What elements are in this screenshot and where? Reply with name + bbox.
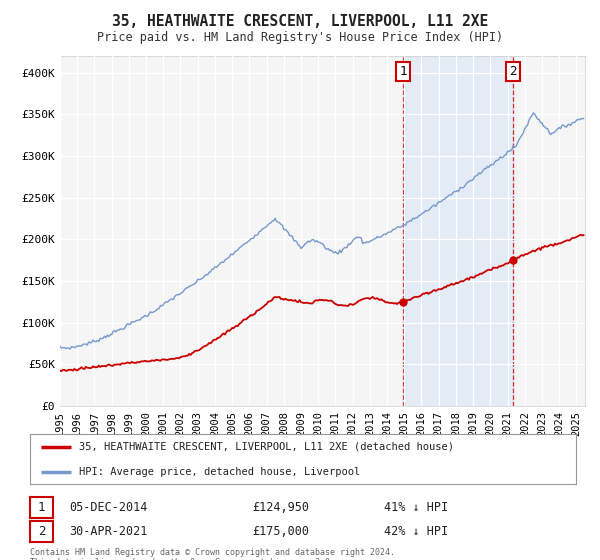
- Text: 35, HEATHWAITE CRESCENT, LIVERPOOL, L11 2XE (detached house): 35, HEATHWAITE CRESCENT, LIVERPOOL, L11 …: [79, 442, 454, 451]
- Text: 30-APR-2021: 30-APR-2021: [69, 525, 148, 538]
- Text: 35, HEATHWAITE CRESCENT, LIVERPOOL, L11 2XE: 35, HEATHWAITE CRESCENT, LIVERPOOL, L11 …: [112, 14, 488, 29]
- Text: Price paid vs. HM Land Registry's House Price Index (HPI): Price paid vs. HM Land Registry's House …: [97, 31, 503, 44]
- Text: £124,950: £124,950: [252, 501, 309, 514]
- Text: 1: 1: [38, 501, 45, 514]
- Text: 05-DEC-2014: 05-DEC-2014: [69, 501, 148, 514]
- Text: 41% ↓ HPI: 41% ↓ HPI: [384, 501, 448, 514]
- Text: 1: 1: [399, 66, 407, 78]
- Text: 2: 2: [38, 525, 45, 538]
- Bar: [403, 56, 513, 406]
- Text: HPI: Average price, detached house, Liverpool: HPI: Average price, detached house, Live…: [79, 467, 361, 477]
- Text: £175,000: £175,000: [252, 525, 309, 538]
- Text: 2: 2: [509, 66, 517, 78]
- Text: 42% ↓ HPI: 42% ↓ HPI: [384, 525, 448, 538]
- Text: Contains HM Land Registry data © Crown copyright and database right 2024.
This d: Contains HM Land Registry data © Crown c…: [30, 548, 395, 560]
